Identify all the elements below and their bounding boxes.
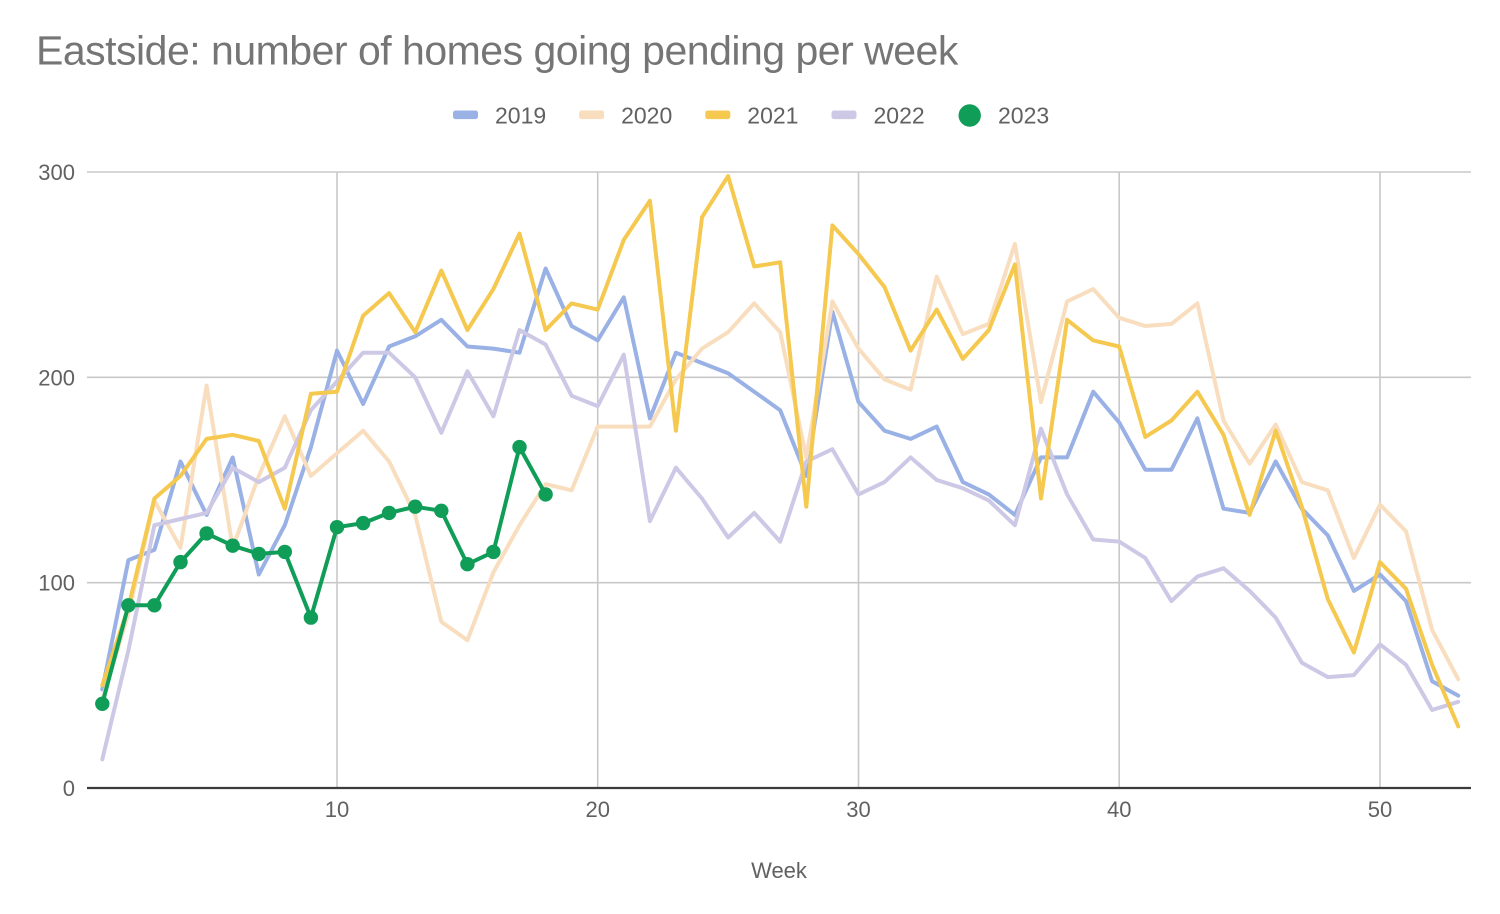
svg-text:2021: 2021 [747, 103, 798, 129]
svg-text:2023: 2023 [998, 103, 1049, 129]
svg-text:10: 10 [325, 797, 349, 822]
svg-text:0: 0 [63, 776, 75, 801]
svg-text:100: 100 [38, 571, 75, 596]
svg-text:2020: 2020 [621, 103, 672, 129]
svg-text:200: 200 [38, 365, 75, 390]
svg-text:2019: 2019 [495, 103, 546, 129]
svg-text:50: 50 [1368, 797, 1392, 822]
svg-text:30: 30 [846, 797, 870, 822]
svg-text:2022: 2022 [874, 103, 925, 129]
svg-text:20: 20 [585, 797, 609, 822]
svg-text:Eastside: number of homes goin: Eastside: number of homes going pending … [36, 28, 959, 74]
svg-text:300: 300 [38, 160, 75, 185]
svg-text:40: 40 [1107, 797, 1131, 822]
svg-text:Week: Week [751, 858, 808, 883]
